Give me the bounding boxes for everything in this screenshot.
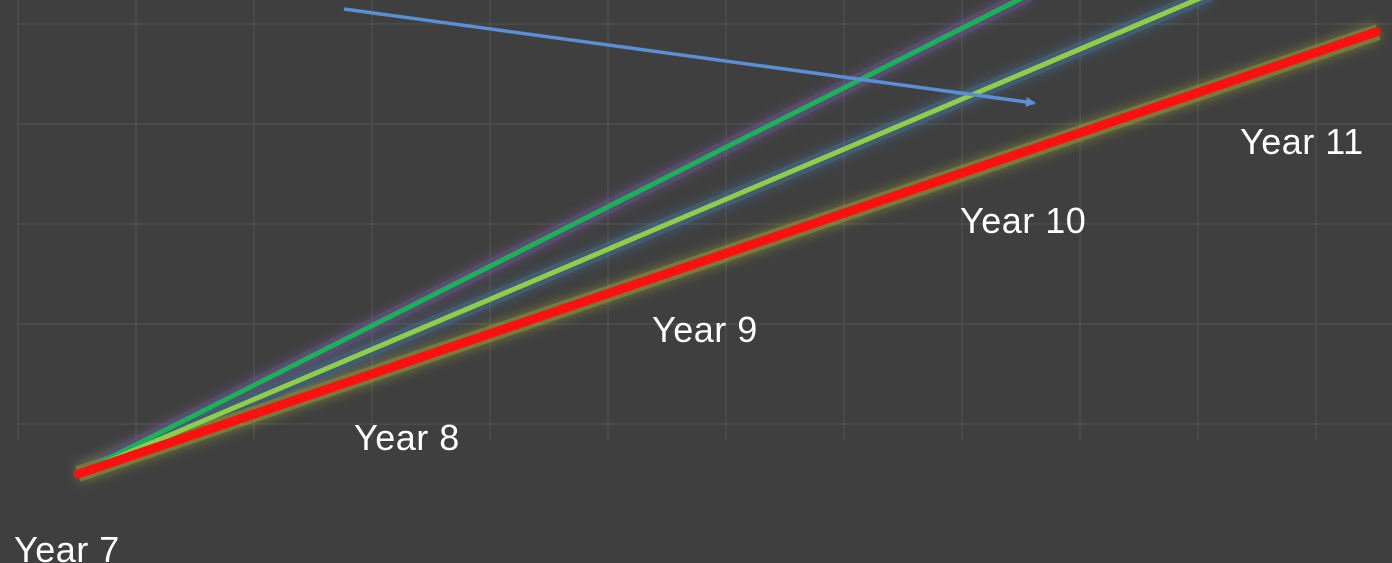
year-8-label: Year 8 bbox=[354, 417, 460, 458]
year-7-label: Year 7 bbox=[14, 529, 120, 563]
background-grid bbox=[17, 0, 1392, 440]
blue-arrow bbox=[343, 7, 1036, 107]
red-line bbox=[73, 27, 1381, 479]
year-11-label: Year 11 bbox=[1240, 121, 1364, 162]
year-9-label: Year 9 bbox=[652, 309, 758, 350]
year-10-label: Year 10 bbox=[960, 200, 1087, 241]
dark-green-line bbox=[75, 0, 1024, 477]
light-green-line bbox=[75, 0, 1203, 477]
